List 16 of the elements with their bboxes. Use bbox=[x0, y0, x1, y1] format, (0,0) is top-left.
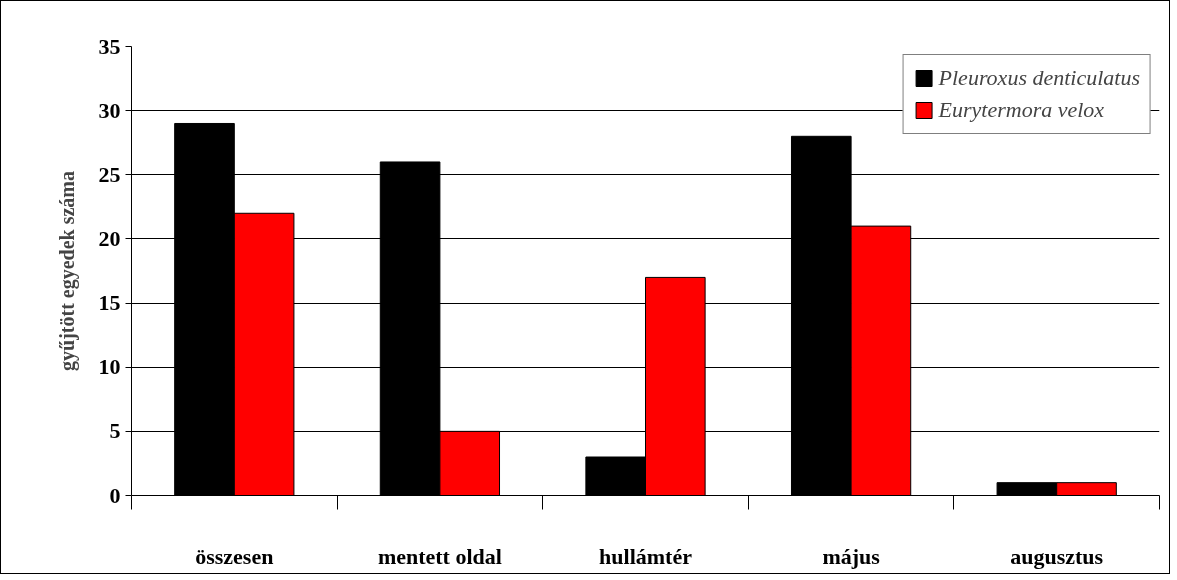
x-tick-label: hullámtér bbox=[599, 543, 693, 569]
y-tick-label: 5 bbox=[109, 418, 121, 444]
y-tick-label: 25 bbox=[98, 161, 121, 187]
y-tick-label: 0 bbox=[109, 482, 121, 508]
x-tick-label: május bbox=[822, 543, 881, 569]
legend-label: Eurytermora velox bbox=[938, 97, 1105, 123]
x-tick-label: augusztus bbox=[1010, 543, 1104, 569]
y-axis-title: gyűjtött egyedek száma bbox=[55, 171, 79, 371]
x-tick-label: mentett oldal bbox=[377, 543, 502, 569]
y-tick-label: 35 bbox=[98, 33, 121, 59]
legend-label: Pleuroxus denticulatus bbox=[938, 65, 1140, 91]
y-tick-label: 20 bbox=[98, 225, 121, 251]
y-tick-label: 15 bbox=[98, 290, 121, 316]
y-tick-label: 30 bbox=[98, 97, 121, 123]
y-tick-label: 10 bbox=[98, 354, 121, 380]
x-tick-label: összesen bbox=[195, 543, 274, 569]
